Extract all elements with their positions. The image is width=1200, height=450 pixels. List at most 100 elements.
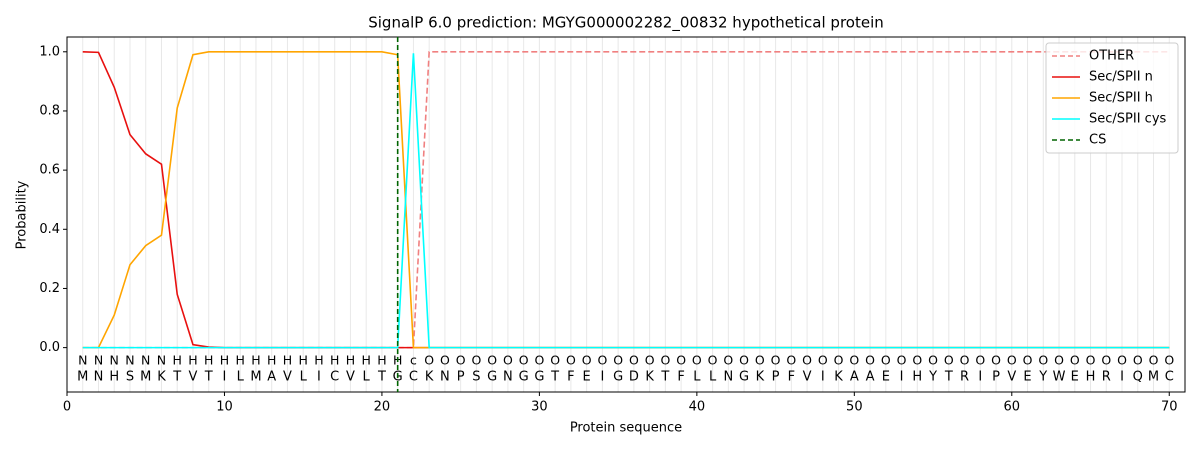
y-tick-label: 0.4 [39,222,60,237]
residue: K [756,370,765,385]
x-tick-label: 10 [216,400,233,415]
legend-label: OTHER [1089,49,1134,64]
residue-label: H [314,353,323,368]
residue-label: O [597,353,607,368]
residue: M [250,370,261,385]
residue-label: O [1133,353,1143,368]
residue: I [600,370,604,385]
residue-label: H [251,353,260,368]
residue: R [960,370,969,385]
residue-label: O [1070,353,1080,368]
residue-label: O [975,353,985,368]
residue: N [723,370,733,385]
x-tick-label: 20 [374,400,391,415]
residue-label: O [566,353,576,368]
residue-label: O [1101,353,1111,368]
residue: F [677,370,684,385]
residue-label: O [440,353,450,368]
x-tick-label: 30 [531,400,548,415]
residue: I [821,370,825,385]
series-line [82,50,1170,349]
residue: K [645,370,654,385]
residue-label: O [471,353,481,368]
legend-label: Sec/SPII cys [1089,112,1167,127]
residue-label: O [723,353,733,368]
residue: A [850,370,859,385]
residue-label: O [1149,353,1159,368]
residue: G [613,370,623,385]
residue-label: O [834,353,844,368]
residue: G [487,370,497,385]
residue-label: O [708,353,718,368]
residue: A [267,370,276,385]
residue: M [140,370,151,385]
residue-label: O [944,353,954,368]
residue: T [204,370,213,385]
residue: M [1148,370,1159,385]
residue-label: O [912,353,922,368]
y-tick-label: 0.6 [39,163,60,178]
residue-label: O [1117,353,1127,368]
chart-title: SignalP 6.0 prediction: MGYG000002282_00… [368,14,884,33]
residue: C [330,370,339,385]
residue-label: H [330,353,339,368]
residue: M [77,370,88,385]
residue: N [503,370,513,385]
residue-label: O [676,353,686,368]
residue-label: O [960,353,970,368]
residue-label: O [1023,353,1033,368]
residue: L [300,370,308,385]
residue-label: H [236,353,245,368]
residue: A [866,370,875,385]
residue: V [189,370,198,385]
residue: V [346,370,355,385]
residue: E [882,370,890,385]
residue-label: O [818,353,828,368]
residue: V [283,370,292,385]
residue-label: O [739,353,749,368]
residue: K [834,370,843,385]
y-tick-label: 0.8 [39,103,60,118]
x-tick-label: 0 [63,400,71,415]
residue: R [1102,370,1111,385]
legend-label: Sec/SPII h [1089,91,1153,106]
x-tick-label: 60 [1004,400,1021,415]
residue: N [440,370,450,385]
residue: P [992,370,1000,385]
residue: L [363,370,371,385]
residue-label: O [613,353,623,368]
residue-label: N [94,353,103,368]
residue: V [1007,370,1016,385]
residue: E [1023,370,1031,385]
residue-label: O [692,353,702,368]
residue: Y [1038,370,1047,385]
y-tick-label: 0.0 [39,340,60,355]
residue-label: O [660,353,670,368]
residue-label: O [881,353,891,368]
residue-label: H [361,353,370,368]
residue: W [1053,370,1066,385]
residue: G [534,370,544,385]
residue: T [550,370,559,385]
residue-label: O [786,353,796,368]
residue-label: O [503,353,513,368]
residue: T [944,370,953,385]
residue-label: O [991,353,1001,368]
residue: C [1165,370,1174,385]
residue: G [739,370,749,385]
residue: E [1071,370,1079,385]
plot-frame [66,36,1186,393]
residue: I [900,370,904,385]
residue-label: H [298,353,307,368]
residue: H [912,370,922,385]
series-line [82,53,1170,349]
residue-label: H [283,353,292,368]
x-axis-label: Protein sequence [570,421,682,436]
residue-label: O [629,353,639,368]
residue: Y [928,370,937,385]
residue-label: H [377,353,386,368]
residue-label: O [1054,353,1064,368]
residue: D [629,370,639,385]
residue: K [425,370,434,385]
residue-label: O [1038,353,1048,368]
